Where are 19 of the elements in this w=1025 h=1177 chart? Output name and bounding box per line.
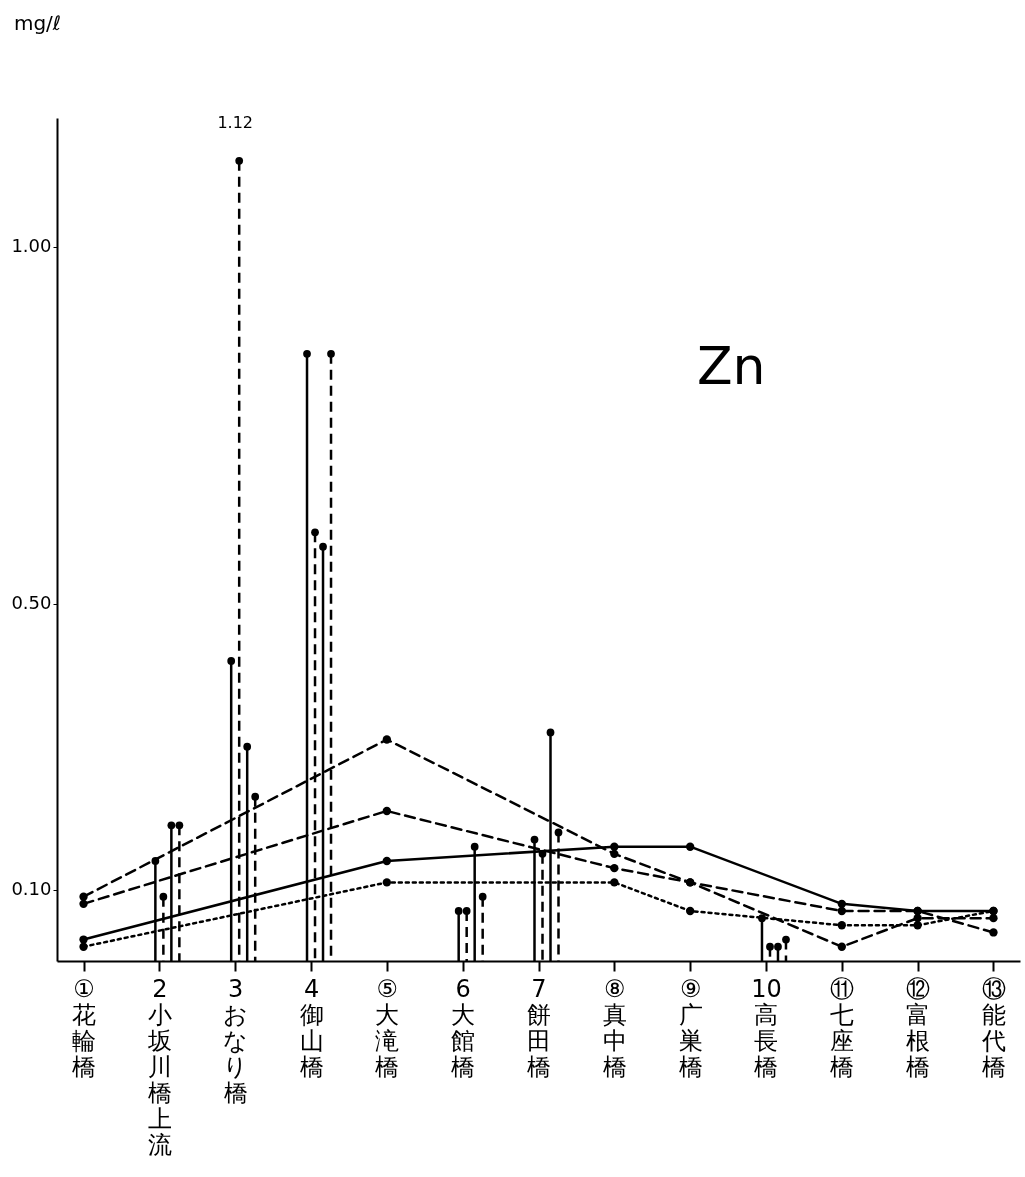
annotation: 1.12 <box>217 112 254 132</box>
x-tick-label: ⑫ 富根橋 <box>906 974 931 1081</box>
x-tick-label: ⑨ 广巣橋 <box>678 974 703 1081</box>
x-tick-label: ⑤ 大滝橋 <box>375 974 400 1081</box>
annotation: Zn <box>697 336 766 396</box>
x-tick-label: ⑬ 能代橋 <box>980 974 1006 1081</box>
x-tick-label: 4 御山橋 <box>299 974 324 1081</box>
x-tick-label: ① 花輪橋 <box>72 974 97 1081</box>
x-tick-label: 7 餅田橋 <box>527 974 551 1081</box>
y-tick-label: 0.10 <box>11 878 52 900</box>
y-tick-label: 0.50 <box>11 592 52 614</box>
x-tick-label: 3 おなり橋 <box>223 974 249 1107</box>
x-tick-label: 2 小坂川橋上流 <box>146 974 172 1159</box>
x-tick-label: 6 大館橋 <box>451 974 476 1081</box>
x-tick-label: ⑪ 七座橋 <box>830 974 855 1081</box>
x-tick-label: ⑧ 真中橋 <box>602 974 627 1081</box>
x-tick-label: 10 高長橋 <box>751 974 782 1081</box>
y-axis-title: mg/ℓ <box>13 10 62 35</box>
y-tick-label: 1.00 <box>11 235 52 257</box>
